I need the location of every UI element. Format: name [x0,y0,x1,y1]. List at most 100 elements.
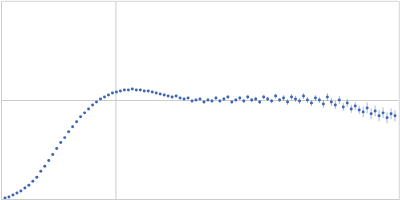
error-bar [168,95,169,97]
error-bar [44,165,45,167]
error-bar [239,96,240,99]
point [167,95,170,98]
point [183,98,186,101]
error-bar [48,159,49,161]
point [202,100,205,103]
error-bar [4,197,5,199]
error-bar [68,131,69,133]
point [39,170,42,173]
chart [0,0,400,200]
point [3,197,6,199]
error-bar [219,99,220,102]
point [294,98,297,101]
point [187,97,190,100]
error-bar [160,93,161,95]
point [51,153,54,156]
point [206,99,209,102]
error-bar [40,170,41,172]
point [290,96,293,99]
error-bar [108,94,109,95]
error-bar [379,110,380,121]
point [258,100,261,103]
point [179,97,182,100]
error-bar [331,98,332,106]
error-bar [363,106,364,117]
error-bar [247,95,248,99]
error-bar [387,112,388,123]
point [71,125,74,128]
point [326,96,329,99]
error-bar [148,90,149,92]
point [334,103,337,106]
point [115,91,118,94]
error-bar [275,94,276,98]
point [155,92,158,95]
error-bar [24,187,25,189]
error-bar [371,108,372,119]
point [127,89,130,92]
point [218,99,221,102]
x-axis-line [2,1,400,200]
error-bar [32,180,33,182]
point [11,194,14,197]
error-bar [307,97,308,103]
error-bar [395,110,396,121]
point [350,107,353,110]
point [354,104,357,107]
point [7,196,10,199]
error-bar [96,101,97,102]
error-bar [315,95,316,101]
point [151,91,154,94]
point [278,99,281,102]
error-bar [56,148,57,150]
error-bar [287,99,288,105]
point [55,147,58,150]
error-bar [207,98,208,101]
error-bar [295,96,296,102]
point [143,90,146,93]
error-bar [8,196,9,198]
error-bar [132,88,133,90]
point [195,99,198,102]
point [382,111,385,114]
point [230,100,233,103]
point [390,112,393,115]
point [27,184,30,187]
error-bar [128,89,129,91]
point [286,100,289,103]
point [43,165,46,168]
error-bar [172,96,173,98]
error-bar [255,97,256,101]
point [67,130,70,133]
point [250,99,253,102]
point [394,114,397,117]
error-bar [124,89,125,91]
error-bar [140,89,141,91]
point [63,136,66,139]
point [330,100,333,103]
error-bar [335,101,336,109]
point [378,114,381,117]
point [282,97,285,100]
point [23,187,26,190]
error-bar [180,97,181,99]
point [338,99,341,102]
point [262,96,265,99]
error-bar [84,112,85,113]
error-bar [64,137,65,139]
point [274,95,277,98]
point [306,99,309,102]
error-bar [283,95,284,101]
point [242,99,245,102]
error-bar [112,92,113,93]
point [226,96,229,99]
error-bar [355,102,356,110]
error-bar [192,100,193,102]
error-bar [367,102,368,113]
error-bar [100,98,101,99]
point [322,102,325,105]
error-bar [303,93,304,99]
error-bar [12,194,13,196]
point [302,95,305,98]
point [111,92,114,95]
